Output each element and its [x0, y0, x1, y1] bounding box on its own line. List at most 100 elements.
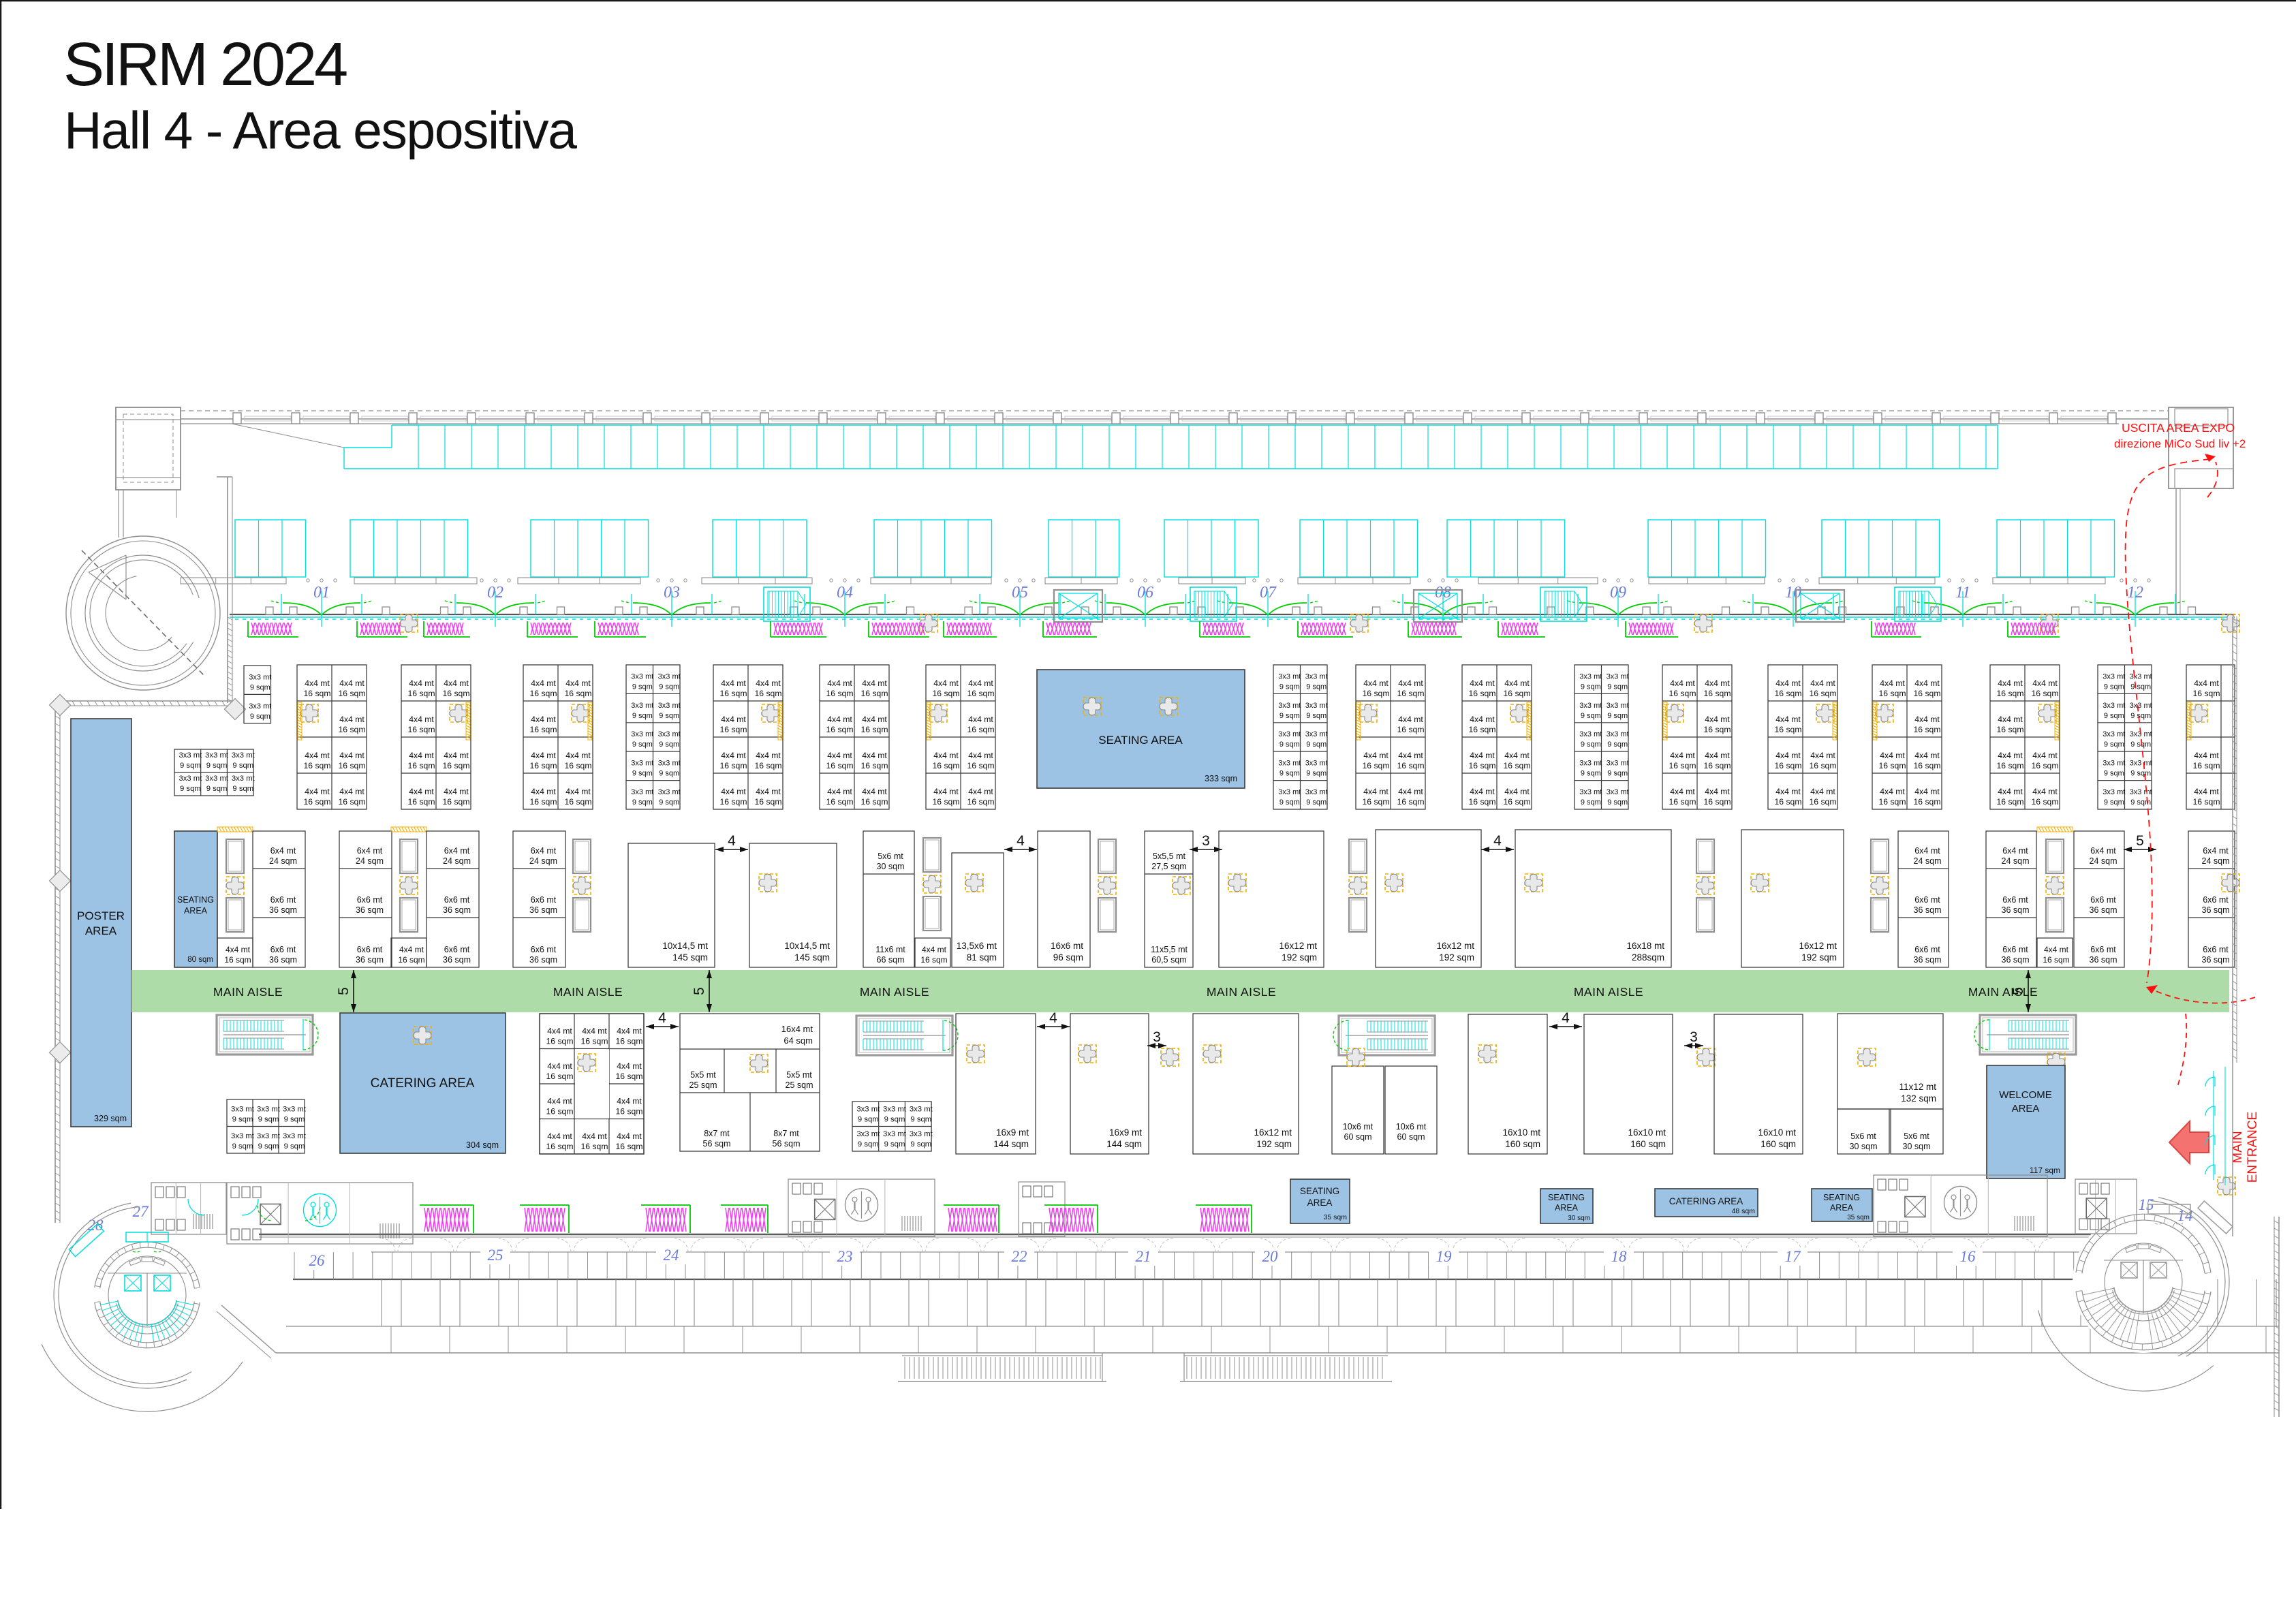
svg-text:16 sqm: 16 sqm [339, 689, 366, 698]
svg-text:3x3 mt: 3x3 mt [1305, 730, 1328, 738]
svg-text:CATERING AREA: CATERING AREA [371, 1076, 475, 1091]
svg-text:4x4 mt: 4x4 mt [1398, 787, 1423, 796]
svg-text:4x4 mt: 4x4 mt [1470, 787, 1495, 796]
svg-text:16 sqm: 16 sqm [1397, 725, 1425, 734]
svg-text:3x3 mt: 3x3 mt [283, 1106, 307, 1114]
svg-text:16 sqm: 16 sqm [1504, 689, 1531, 698]
svg-text:16x6 mt: 16x6 mt [1051, 941, 1083, 951]
svg-text:3x3 mt: 3x3 mt [257, 1132, 281, 1140]
svg-text:16 sqm: 16 sqm [339, 761, 366, 770]
svg-text:4x4 mt: 4x4 mt [1670, 751, 1695, 760]
svg-text:4x4 mt: 4x4 mt [1705, 715, 1730, 724]
svg-text:6x6 mt: 6x6 mt [2090, 895, 2116, 905]
svg-text:4x4 mt: 4x4 mt [444, 787, 469, 796]
svg-text:5: 5 [2011, 987, 2026, 995]
svg-text:6x4 mt: 6x4 mt [357, 846, 383, 856]
svg-text:4x4 mt: 4x4 mt [1775, 787, 1801, 796]
svg-text:Hall 4 - Area espositiva: Hall 4 - Area espositiva [64, 102, 577, 160]
svg-text:3x3 mt: 3x3 mt [883, 1106, 907, 1114]
svg-text:6x6 mt: 6x6 mt [2203, 945, 2229, 954]
svg-text:18: 18 [1611, 1248, 1628, 1265]
svg-text:36 sqm: 36 sqm [443, 955, 471, 965]
svg-text:3x3 mt: 3x3 mt [1278, 760, 1301, 768]
svg-text:6x6 mt: 6x6 mt [1914, 895, 1940, 905]
svg-text:288sqm: 288sqm [1632, 952, 1664, 963]
svg-text:24 sqm: 24 sqm [1914, 856, 1942, 866]
svg-text:3x3 mt: 3x3 mt [283, 1132, 307, 1140]
svg-text:4x4 mt: 4x4 mt [1470, 678, 1495, 688]
svg-text:16 sqm: 16 sqm [933, 761, 960, 770]
svg-text:117 sqm: 117 sqm [2030, 1166, 2060, 1175]
svg-text:4x4 mt: 4x4 mt [862, 787, 887, 796]
svg-text:16 sqm: 16 sqm [616, 1142, 643, 1151]
svg-text:3x3 mt: 3x3 mt [658, 702, 681, 710]
svg-text:4x4 mt: 4x4 mt [1775, 751, 1801, 760]
svg-text:16 sqm: 16 sqm [1914, 725, 1941, 734]
svg-text:16 sqm: 16 sqm [1775, 761, 1802, 770]
svg-text:6x6 mt: 6x6 mt [531, 895, 557, 905]
svg-text:6x4 mt: 6x4 mt [2203, 846, 2229, 856]
svg-text:145 sqm: 145 sqm [794, 952, 830, 963]
svg-text:9 sqm: 9 sqm [1279, 740, 1300, 749]
svg-text:3x3 mt: 3x3 mt [1579, 730, 1602, 738]
svg-text:3x3 mt: 3x3 mt [910, 1106, 933, 1114]
svg-text:16 sqm: 16 sqm [1775, 797, 1802, 807]
svg-text:4x4 mt: 4x4 mt [582, 1131, 607, 1141]
svg-text:4x4 mt: 4x4 mt [409, 715, 434, 724]
svg-text:SEATING AREA: SEATING AREA [1098, 734, 1183, 747]
svg-text:4x4 mt: 4x4 mt [2032, 751, 2058, 760]
svg-text:24 sqm: 24 sqm [356, 856, 384, 866]
svg-text:3x3 mt: 3x3 mt [883, 1130, 907, 1138]
svg-text:16 sqm: 16 sqm [967, 689, 995, 698]
svg-text:8x7 mt: 8x7 mt [773, 1129, 799, 1138]
svg-text:304 sqm: 304 sqm [466, 1140, 499, 1150]
svg-text:4x4 mt: 4x4 mt [1775, 678, 1801, 688]
svg-text:60 sqm: 60 sqm [1344, 1132, 1372, 1142]
svg-text:3x3 mt: 3x3 mt [1579, 672, 1602, 681]
svg-text:6x6 mt: 6x6 mt [1914, 945, 1940, 954]
svg-text:6x6 mt: 6x6 mt [270, 895, 296, 905]
svg-text:16 sqm: 16 sqm [1397, 797, 1425, 807]
svg-text:81 sqm: 81 sqm [967, 952, 997, 963]
svg-text:4x4 mt: 4x4 mt [1705, 751, 1730, 760]
svg-text:23: 23 [837, 1248, 853, 1265]
svg-text:16 sqm: 16 sqm [2193, 689, 2220, 698]
svg-text:3x3 mt: 3x3 mt [1305, 672, 1328, 681]
svg-text:3x3 mt: 3x3 mt [1579, 702, 1602, 710]
svg-text:56 sqm: 56 sqm [703, 1139, 731, 1149]
svg-text:9 sqm: 9 sqm [284, 1116, 305, 1124]
svg-text:9 sqm: 9 sqm [2130, 683, 2151, 691]
svg-text:16 sqm: 16 sqm [2032, 761, 2059, 770]
svg-text:144 sqm: 144 sqm [993, 1139, 1029, 1149]
svg-text:16 sqm: 16 sqm [1504, 797, 1531, 807]
svg-text:4x4 mt: 4x4 mt [617, 1097, 642, 1106]
svg-text:3x3 mt: 3x3 mt [2103, 788, 2125, 796]
svg-text:16 sqm: 16 sqm [1810, 797, 1837, 807]
svg-text:4: 4 [1017, 833, 1025, 849]
svg-text:16 sqm: 16 sqm [720, 797, 747, 807]
svg-text:4x4 mt: 4x4 mt [339, 715, 364, 724]
svg-text:16x10 mt: 16x10 mt [1758, 1127, 1796, 1138]
svg-text:3x3 mt: 3x3 mt [1579, 760, 1602, 768]
svg-text:16 sqm: 16 sqm [755, 797, 782, 807]
svg-text:36 sqm: 36 sqm [2002, 905, 2030, 915]
svg-text:16 sqm: 16 sqm [2043, 955, 2069, 965]
svg-text:192 sqm: 192 sqm [1256, 1139, 1292, 1149]
svg-text:9 sqm: 9 sqm [910, 1140, 931, 1149]
svg-text:9 sqm: 9 sqm [1279, 770, 1300, 778]
svg-text:3x3 mt: 3x3 mt [2130, 760, 2152, 768]
svg-text:22: 22 [1012, 1248, 1027, 1265]
svg-text:3x3 mt: 3x3 mt [232, 751, 255, 760]
svg-text:5: 5 [336, 987, 352, 995]
svg-text:4x4 mt: 4x4 mt [2044, 945, 2069, 954]
svg-text:4x4 mt: 4x4 mt [531, 751, 556, 760]
svg-text:16 sqm: 16 sqm [1469, 689, 1496, 698]
svg-text:60 sqm: 60 sqm [1397, 1132, 1425, 1142]
svg-text:SEATING: SEATING [1300, 1186, 1339, 1196]
svg-text:10x14,5 mt: 10x14,5 mt [662, 941, 708, 951]
svg-text:16 sqm: 16 sqm [826, 725, 854, 734]
svg-text:4x4 mt: 4x4 mt [1810, 678, 1835, 688]
svg-text:9 sqm: 9 sqm [232, 762, 253, 770]
svg-text:13,5x6 mt: 13,5x6 mt [957, 941, 997, 951]
svg-text:16 sqm: 16 sqm [339, 797, 366, 807]
